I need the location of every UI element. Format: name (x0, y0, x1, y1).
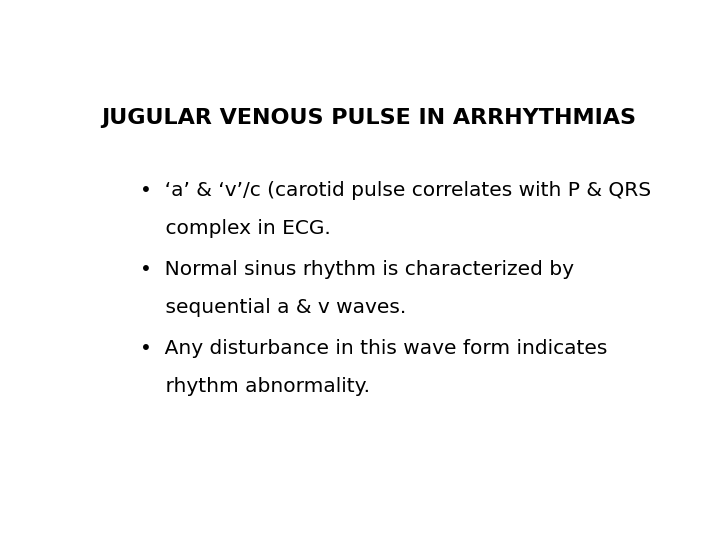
Text: rhythm abnormality.: rhythm abnormality. (140, 377, 370, 396)
Text: •  Any disturbance in this wave form indicates: • Any disturbance in this wave form indi… (140, 339, 608, 358)
Text: JUGULAR VENOUS PULSE IN ARRHYTHMIAS: JUGULAR VENOUS PULSE IN ARRHYTHMIAS (102, 109, 636, 129)
Text: •  ‘a’ & ‘v’/c (carotid pulse correlates with P & QRS: • ‘a’ & ‘v’/c (carotid pulse correlates … (140, 181, 652, 200)
Text: complex in ECG.: complex in ECG. (140, 219, 331, 238)
Text: sequential a & v waves.: sequential a & v waves. (140, 298, 407, 316)
Text: •  Normal sinus rhythm is characterized by: • Normal sinus rhythm is characterized b… (140, 260, 575, 279)
